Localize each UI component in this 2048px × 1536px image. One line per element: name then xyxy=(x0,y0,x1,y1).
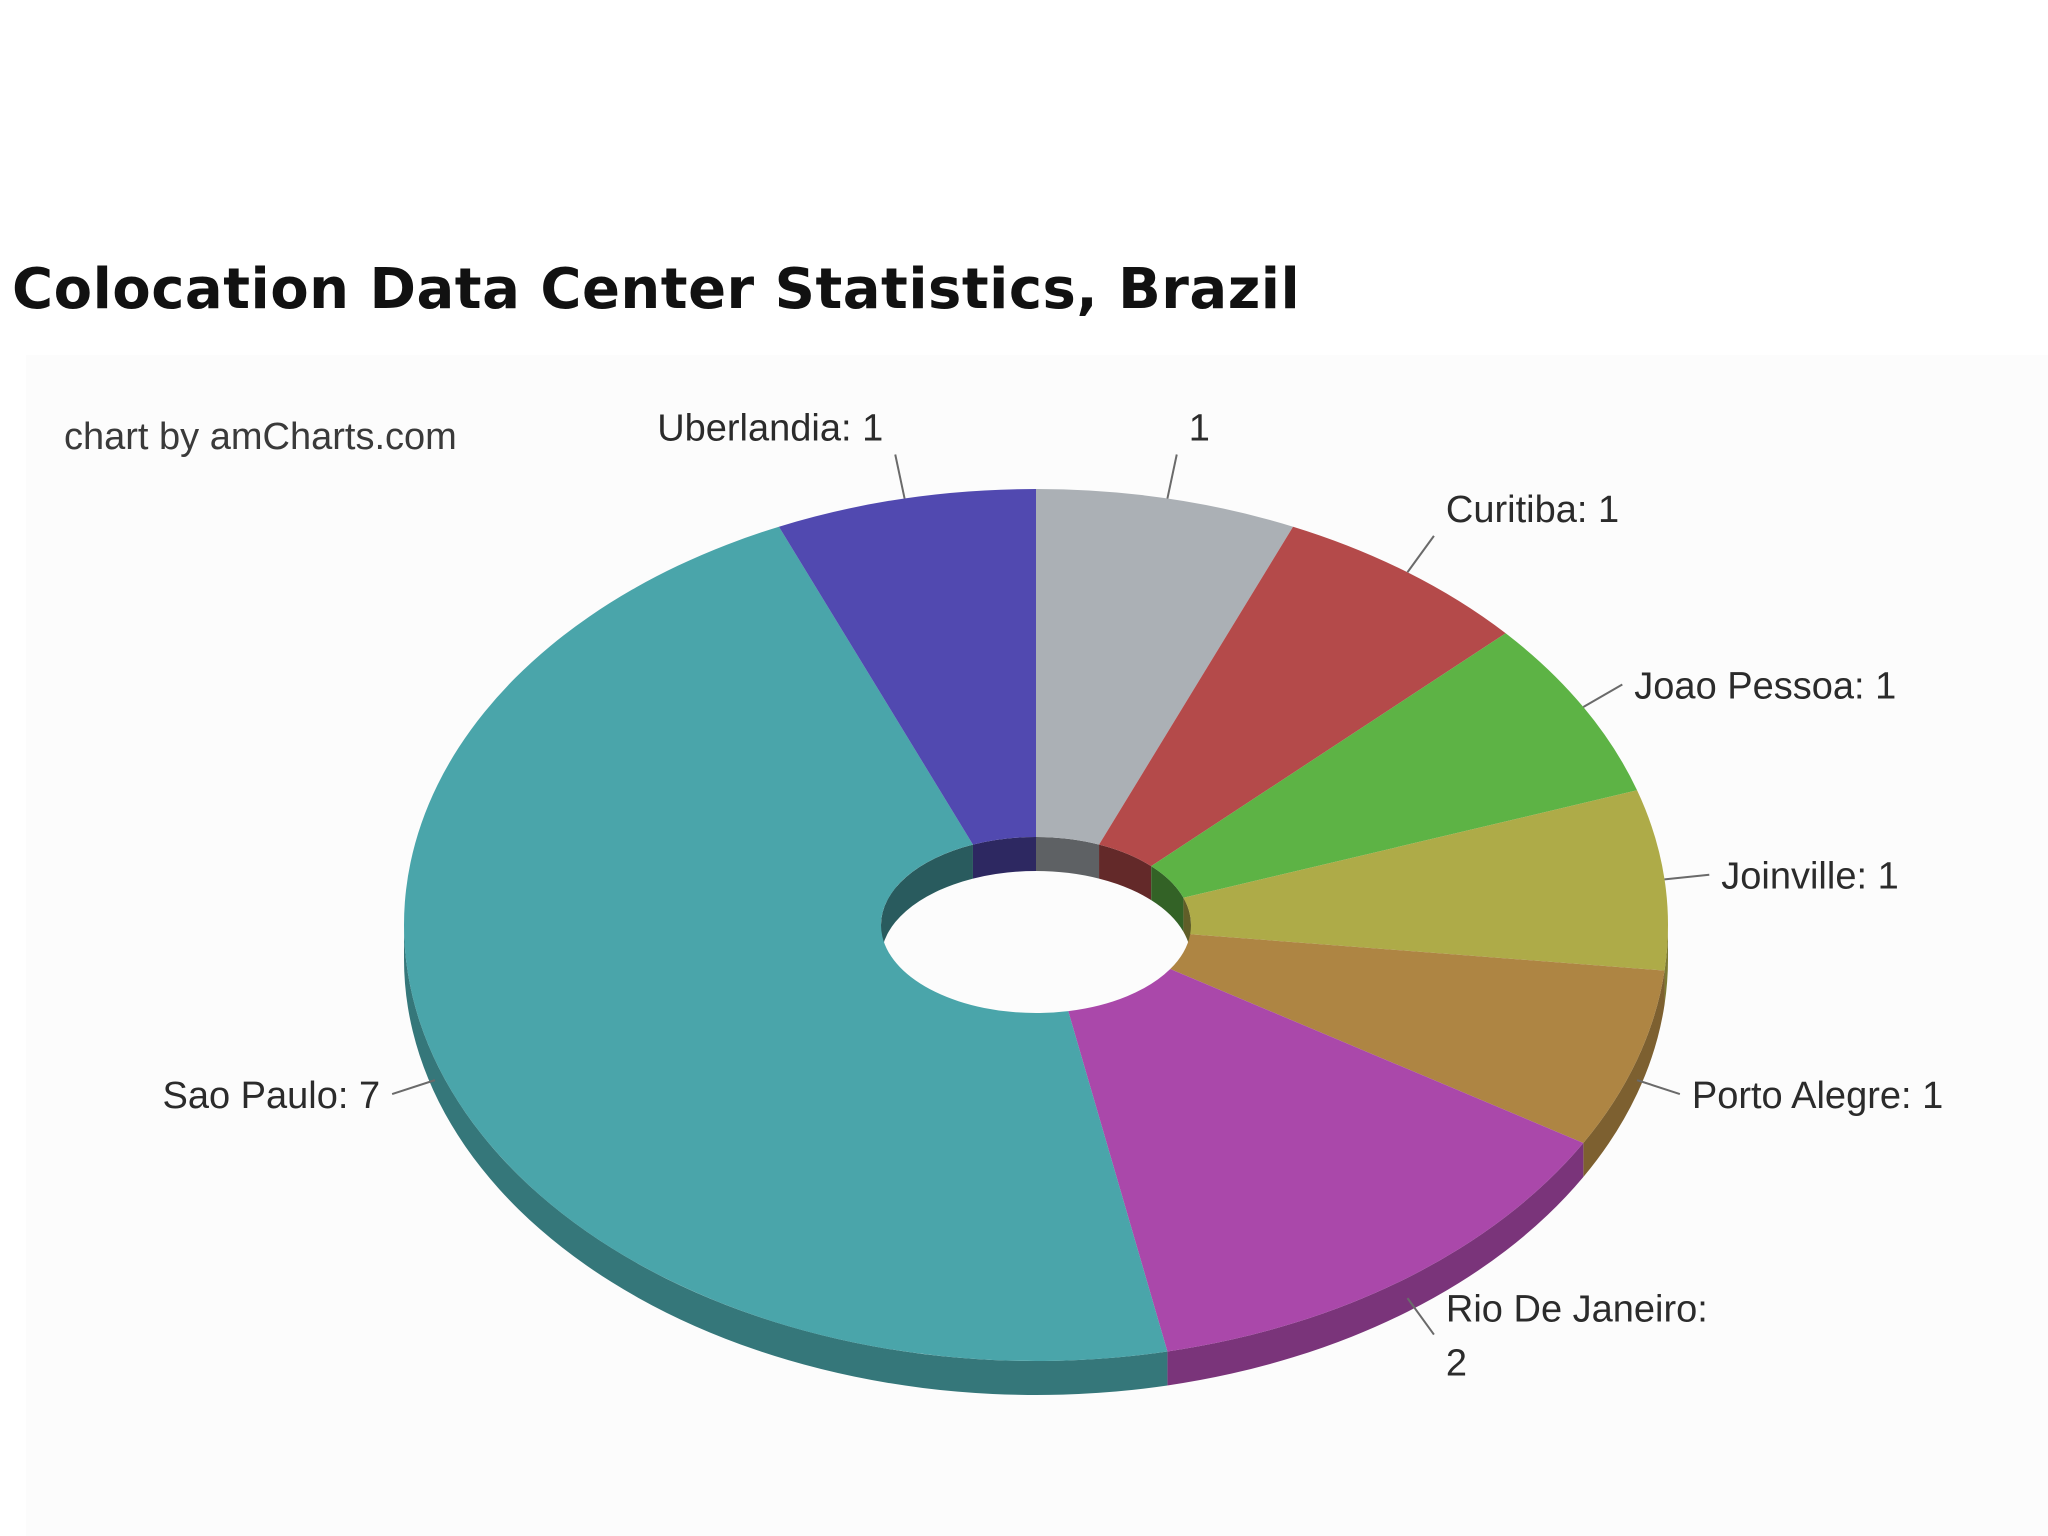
slice-inner-wall xyxy=(1151,866,1184,932)
donut-labels: 1 Curitiba: 1 Joao Pessoa: 1 Joinville: 1 Po… xyxy=(163,408,1944,1385)
slice-label: Joinville: 1 xyxy=(1721,856,1898,898)
slice-inner-wall xyxy=(1036,837,1100,879)
amcharts-credit-link[interactable]: chart by amCharts.com xyxy=(64,416,457,458)
slice-label: Sao Paulo: 7 xyxy=(163,1075,381,1117)
slice-label: Uberlandia: 1 xyxy=(657,408,883,450)
slice-label: Joao Pessoa: 1 xyxy=(1634,666,1896,708)
slice-sao-paulo[interactable] xyxy=(403,526,1168,1361)
label-leader-line xyxy=(391,1079,436,1095)
slice-inner-wall xyxy=(972,837,1036,879)
slice-inner-wall xyxy=(1099,844,1152,901)
slice-joinville[interactable] xyxy=(1183,790,1669,971)
slice-inner-wall xyxy=(881,844,973,959)
slice-porto-alegre[interactable] xyxy=(1170,934,1665,1143)
slice-label: Porto Alegre: 1 xyxy=(1692,1075,1943,1117)
slice-label: 1 xyxy=(1189,408,1210,450)
slice-rio-de-janeiro[interactable] xyxy=(1068,969,1584,1352)
slice-label: Curitiba: 1 xyxy=(1446,489,1619,531)
slice-outer-wall xyxy=(1583,970,1665,1177)
slice-joao-pessoa[interactable] xyxy=(1151,633,1638,898)
label-leader-line xyxy=(1636,1079,1681,1095)
slice-uberlandia[interactable] xyxy=(778,489,1036,845)
donut-top xyxy=(403,489,1669,1361)
label-leader-line xyxy=(1166,454,1178,499)
slice-label: Rio De Janeiro: 2 xyxy=(1446,1289,1708,1385)
label-leader-line xyxy=(1582,683,1623,708)
label-leader-line xyxy=(1406,535,1435,573)
donut-sides xyxy=(404,837,1668,1396)
slice-unlabeled[interactable] xyxy=(1036,489,1294,845)
label-leader-line xyxy=(894,454,906,499)
slice-outer-wall xyxy=(1167,1143,1584,1386)
label-leader-line xyxy=(1406,1297,1435,1336)
slice-curitiba[interactable] xyxy=(1099,526,1506,867)
label-leader-line xyxy=(1664,873,1710,881)
chart-title: Colocation Data Center Statistics, Brazi… xyxy=(12,257,1301,322)
slice-outer-wall xyxy=(1664,925,1668,1005)
